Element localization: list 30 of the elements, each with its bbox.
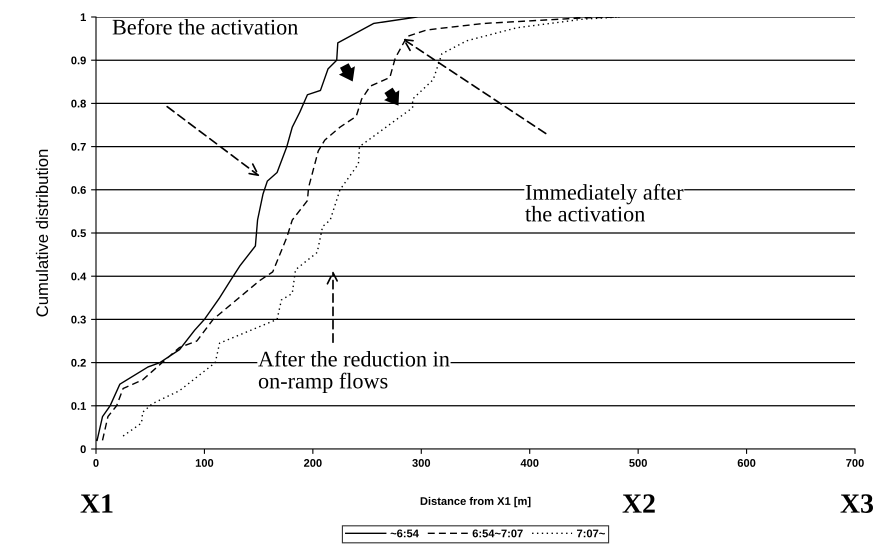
x-axis-title: Distance from X1 [m] <box>420 496 530 508</box>
y-tick-label: 1 <box>80 13 86 22</box>
y-tick-label: 0.2 <box>71 358 86 367</box>
y-tick-label: 0.9 <box>71 56 86 64</box>
x-tick-label: 400 <box>520 459 539 467</box>
text: X3 <box>840 494 873 513</box>
x-tick-label: 0 <box>93 459 99 467</box>
y-tick-label: 0.3 <box>71 316 86 324</box>
legend-label: 7:07~ <box>577 529 605 538</box>
y-tick-label: 0.1 <box>71 402 86 410</box>
y-tick-label: 0.5 <box>71 229 86 238</box>
x-tick-label: 200 <box>304 459 322 467</box>
text: X1 <box>80 494 113 513</box>
y-tick-label: 0.6 <box>71 186 86 194</box>
annotation: Before the activation <box>112 18 298 35</box>
legend-label: ~6:54 <box>390 529 419 538</box>
y-tick-label: 0.7 <box>71 142 86 151</box>
y-tick-label: 0 <box>80 445 86 454</box>
legend-label: 6:54~7:07 <box>472 529 523 538</box>
x-tick-label: 600 <box>738 459 756 467</box>
y-axis-title: Cumulative distribution <box>36 150 48 316</box>
y-tick-label: 0.4 <box>71 272 86 280</box>
annotation: After the reduction in on-ramp flows <box>258 350 450 394</box>
text: X2 <box>622 494 655 513</box>
y-tick-label: 0.8 <box>71 100 86 108</box>
annotation: Immediately after the activation <box>525 184 684 222</box>
x-tick-label: 100 <box>196 459 214 467</box>
x-tick-label: 700 <box>846 459 864 467</box>
x-tick-label: 500 <box>629 459 647 467</box>
x-tick-label: 300 <box>412 459 430 467</box>
